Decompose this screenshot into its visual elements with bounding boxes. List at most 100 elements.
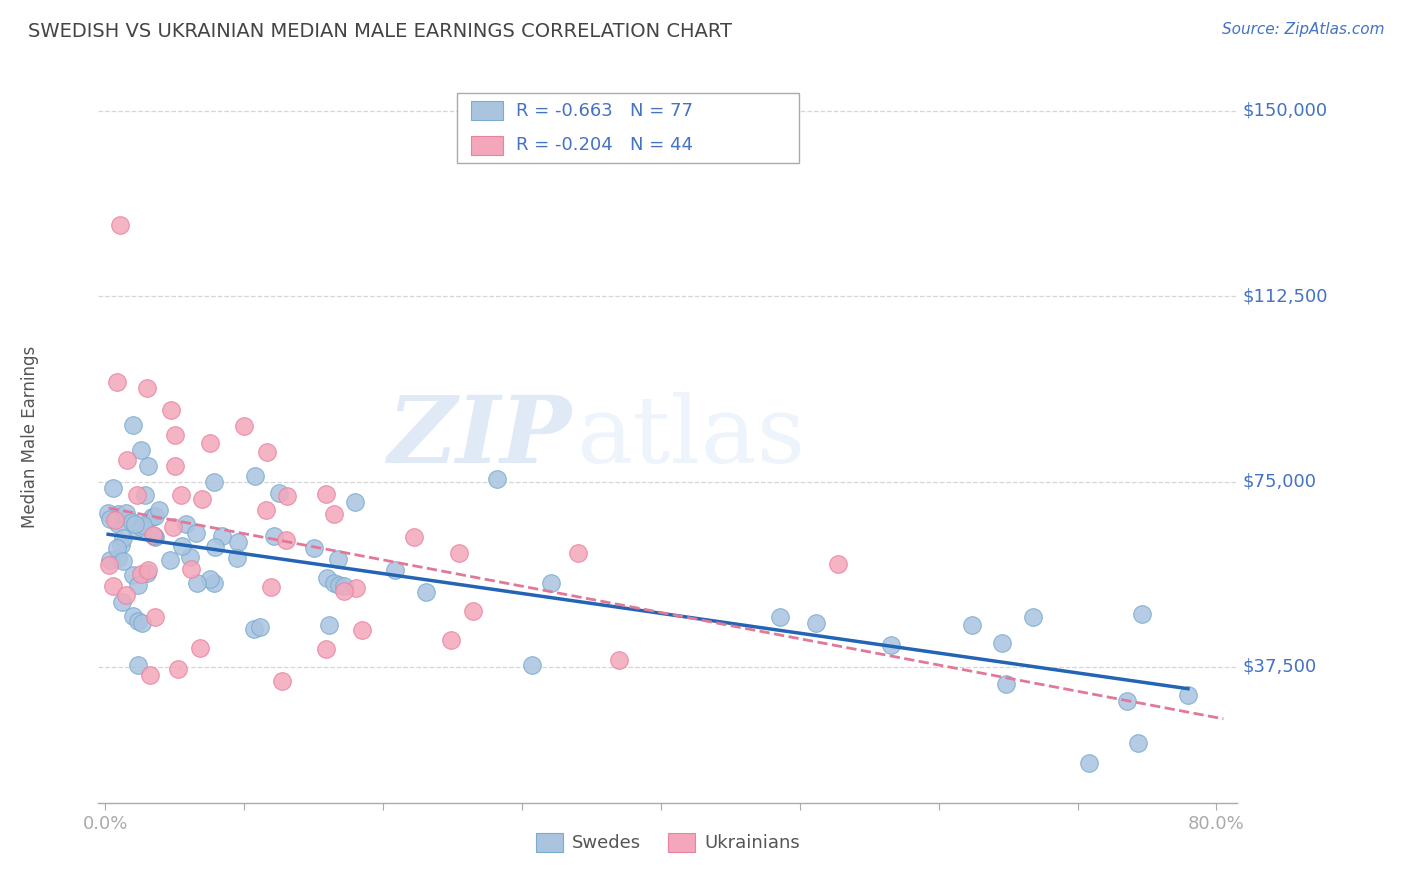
Point	[960, 618, 983, 632]
Point	[316, 571, 339, 585]
Point	[1130, 607, 1153, 621]
Point	[880, 638, 903, 652]
Point	[121, 417, 143, 432]
Point	[402, 530, 425, 544]
Point	[139, 668, 162, 682]
FancyBboxPatch shape	[471, 136, 503, 155]
Point	[121, 516, 143, 530]
Point	[323, 576, 346, 591]
Point	[136, 566, 159, 581]
Point	[463, 604, 485, 618]
Point	[226, 535, 249, 549]
Text: atlas: atlas	[576, 392, 806, 482]
Point	[315, 642, 337, 657]
Point	[107, 541, 129, 555]
Point	[162, 519, 184, 533]
Point	[769, 609, 792, 624]
Point	[104, 513, 127, 527]
Point	[1077, 756, 1099, 771]
Point	[125, 522, 148, 536]
Point	[269, 486, 291, 500]
Point	[115, 453, 138, 467]
Point	[167, 662, 190, 676]
Point	[186, 576, 208, 591]
Point	[302, 541, 325, 556]
Point	[107, 550, 129, 565]
Point	[105, 375, 128, 389]
Point	[111, 531, 134, 545]
Point	[804, 616, 827, 631]
Point	[249, 620, 271, 634]
Point	[142, 527, 165, 541]
Legend: Swedes, Ukrainians: Swedes, Ukrainians	[529, 826, 807, 860]
Text: $150,000: $150,000	[1243, 102, 1327, 120]
Point	[184, 526, 207, 541]
Point	[226, 551, 249, 566]
Point	[540, 576, 562, 591]
Point	[1116, 694, 1139, 708]
Point	[143, 530, 166, 544]
Point	[138, 563, 160, 577]
Point	[143, 529, 166, 543]
Point	[344, 581, 367, 595]
Point	[131, 615, 153, 630]
Point	[204, 540, 226, 554]
Point	[125, 488, 148, 502]
Point	[98, 553, 121, 567]
Point	[328, 578, 350, 592]
Point	[114, 589, 136, 603]
Point	[188, 640, 211, 655]
Point	[352, 624, 374, 638]
Point	[163, 428, 186, 442]
Text: $75,000: $75,000	[1243, 473, 1317, 491]
Text: R = -0.663   N = 77: R = -0.663 N = 77	[516, 102, 693, 120]
Point	[242, 622, 264, 636]
Point	[107, 516, 129, 531]
Point	[108, 218, 131, 232]
Point	[131, 567, 153, 582]
Point	[132, 517, 155, 532]
Point	[122, 567, 145, 582]
Point	[263, 528, 285, 542]
Point	[274, 533, 297, 547]
Point	[170, 539, 193, 553]
Text: $37,500: $37,500	[1243, 658, 1317, 676]
Point	[318, 618, 340, 632]
Point	[180, 562, 202, 576]
Point	[449, 546, 471, 560]
Point	[245, 469, 267, 483]
Point	[198, 435, 221, 450]
Point	[127, 614, 149, 628]
Point	[315, 486, 337, 500]
Point	[344, 495, 367, 509]
Point	[163, 459, 186, 474]
Point	[332, 579, 354, 593]
Point	[211, 529, 233, 543]
Text: ZIP: ZIP	[387, 392, 571, 482]
Point	[991, 635, 1014, 649]
Point	[995, 677, 1018, 691]
Point	[276, 489, 298, 503]
Point	[827, 558, 849, 572]
Point	[127, 578, 149, 592]
Text: SWEDISH VS UKRAINIAN MEDIAN MALE EARNINGS CORRELATION CHART: SWEDISH VS UKRAINIAN MEDIAN MALE EARNING…	[28, 22, 733, 41]
Text: R = -0.204   N = 44: R = -0.204 N = 44	[516, 136, 693, 154]
Point	[129, 443, 152, 458]
Point	[191, 491, 214, 506]
Point	[160, 403, 183, 417]
Point	[143, 610, 166, 624]
Text: Median Male Earnings: Median Male Earnings	[21, 346, 39, 528]
Point	[323, 507, 346, 521]
Point	[107, 507, 129, 521]
Point	[122, 609, 145, 624]
Point	[202, 475, 225, 489]
Point	[135, 381, 157, 395]
Point	[136, 458, 159, 473]
Point	[127, 657, 149, 672]
Point	[98, 511, 121, 525]
Point	[179, 549, 201, 564]
Point	[148, 502, 170, 516]
Point	[174, 516, 197, 531]
Point	[254, 503, 277, 517]
Point	[129, 520, 152, 534]
